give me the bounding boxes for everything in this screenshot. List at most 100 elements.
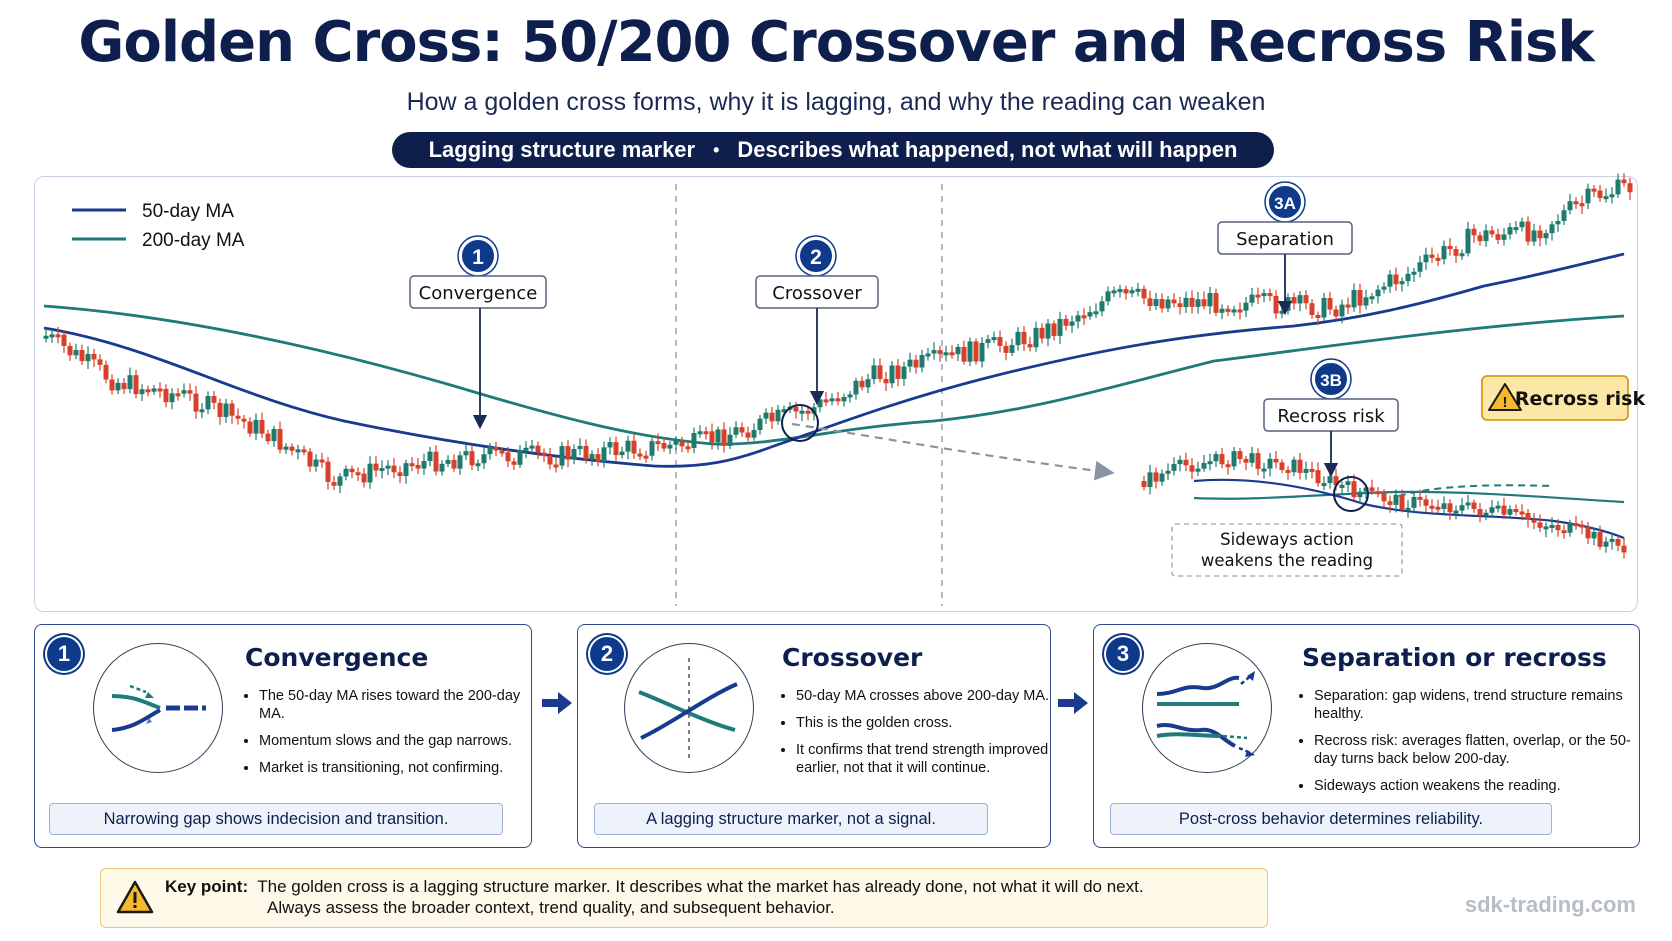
main-candle (781, 409, 787, 413)
callout-badge-3b (1313, 361, 1349, 397)
card-2-badge: 2 (590, 637, 624, 671)
main-candle (265, 433, 271, 442)
main-candle (1051, 323, 1057, 336)
main-candle (475, 463, 481, 467)
convergence-icon (111, 684, 206, 732)
main-candle (355, 472, 361, 476)
card-1-bullet: The 50-day MA rises toward the 200-day M… (259, 687, 539, 723)
recross-candle (1405, 507, 1411, 511)
main-candle (1525, 221, 1531, 242)
main-candle (745, 432, 751, 438)
recross-candle (1195, 468, 1201, 472)
main-candle (487, 446, 493, 455)
recross-warning-tag: ! Recross risk (1481, 375, 1645, 421)
main-candle (1501, 234, 1507, 240)
main-candle (415, 464, 421, 469)
main-candle (961, 346, 967, 362)
main-candle (1273, 295, 1279, 314)
main-candle (1489, 230, 1495, 235)
callout-badge-3a (1267, 184, 1303, 220)
card-3-footer: Post-cross behavior determines reliabili… (1110, 803, 1552, 835)
stage-card-crossover: 2 Crossover 50-day MA crosses above 200-… (577, 624, 1051, 848)
recross-candle (1399, 494, 1405, 510)
main-candle (1423, 254, 1429, 263)
card-3-bullet: Sideways action weakens the reading. (1314, 777, 1634, 795)
main-candle (79, 350, 85, 362)
main-candle (463, 451, 469, 456)
callout-label-3a: Separation (1236, 229, 1334, 250)
recross-candle (1321, 483, 1327, 487)
main-candle (1621, 179, 1627, 184)
main-candle (841, 397, 847, 402)
main-candle (721, 429, 727, 446)
recross-candle (1285, 469, 1291, 473)
main-candle (901, 366, 907, 379)
main-candle (397, 472, 403, 477)
main-candle (331, 481, 337, 486)
main-candle (91, 353, 97, 360)
recross-candle (1153, 472, 1159, 482)
recross-candle (1357, 491, 1363, 498)
main-candle (943, 352, 949, 356)
main-candle (1279, 310, 1285, 314)
card-1-bullets: The 50-day MA rises toward the 200-day M… (245, 687, 539, 786)
main-candle (1363, 297, 1369, 306)
main-candle (925, 353, 931, 357)
main-candle (67, 345, 73, 356)
main-candle (1393, 274, 1399, 285)
main-candle (1573, 201, 1579, 205)
main-candle (691, 433, 697, 448)
main-candle (559, 446, 565, 466)
banner-left-text: Lagging structure marker (428, 137, 696, 162)
main-candle (439, 463, 445, 472)
main-candle (325, 461, 331, 482)
recross-candle (1483, 512, 1489, 516)
main-candle (949, 352, 955, 356)
recross-candle (1333, 476, 1339, 486)
callout-convergence: 1 Convergence (409, 235, 547, 430)
key-point-label: Key point: (165, 877, 249, 896)
callout-label-3b: Recross risk (1277, 406, 1385, 427)
recross-candle (1465, 502, 1471, 506)
main-candle (859, 380, 865, 388)
main-candle (619, 451, 625, 456)
recross-candle (1183, 459, 1189, 466)
main-candle (1387, 274, 1393, 287)
separation-illustration (1142, 643, 1272, 773)
main-candle (1081, 315, 1087, 319)
legend-label-50: 50-day MA (142, 201, 234, 222)
card-3-bullets: Separation: gap widens, trend structure … (1300, 687, 1634, 804)
main-candle (1021, 331, 1027, 345)
recross-candle (1585, 527, 1591, 539)
recross-candle (1471, 502, 1477, 510)
main-candle (379, 468, 385, 472)
main-candle (457, 455, 463, 469)
main-candle (1105, 291, 1111, 302)
main-candle (1567, 201, 1573, 211)
main-candle (1615, 179, 1621, 195)
main-candle (421, 461, 427, 469)
candlestick-series (43, 173, 1633, 559)
recross-candle (1615, 538, 1621, 546)
main-candle (931, 350, 937, 354)
recross-candle (1141, 481, 1147, 488)
main-candle (343, 468, 349, 477)
main-candle (907, 359, 913, 367)
main-candle (997, 337, 1003, 346)
main-candle (1351, 290, 1357, 308)
main-candle (793, 406, 799, 412)
main-candle (1411, 271, 1417, 275)
main-candle (1195, 299, 1201, 307)
recross-candle (1381, 493, 1387, 502)
main-candle (535, 445, 541, 453)
card-3-bullet: Separation: gap widens, trend structure … (1314, 687, 1634, 723)
recross-candle (1567, 523, 1573, 533)
main-candle (433, 451, 439, 472)
main-candle (1609, 194, 1615, 198)
main-candle (919, 355, 925, 368)
card-2-bullet: 50-day MA crosses above 200-day MA. (796, 687, 1052, 705)
main-candle (361, 473, 367, 483)
main-candle (1069, 321, 1075, 326)
main-candle (985, 339, 991, 343)
warning-icon (116, 880, 154, 914)
